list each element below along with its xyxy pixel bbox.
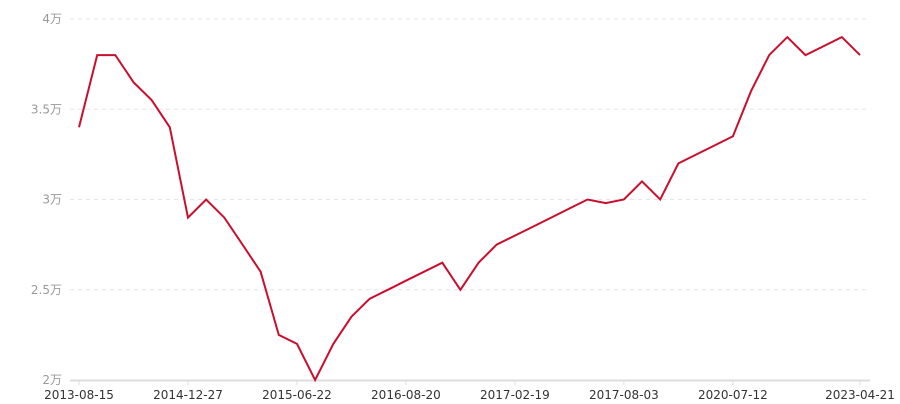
- y-axis: 4万 3.5万 3万 2.5万 2万: [31, 12, 62, 387]
- x-tick-label: 2017-08-03: [589, 388, 659, 400]
- x-tick-label: 2016-08-20: [371, 388, 441, 400]
- y-tick-label: 2万: [42, 373, 62, 387]
- y-tick-label: 3万: [42, 193, 62, 207]
- y-tick-label: 3.5万: [31, 102, 62, 116]
- y-tick-label: 2.5万: [31, 283, 62, 297]
- grid-lines: [70, 18, 870, 291]
- x-tick-label: 2020-07-12: [698, 388, 768, 400]
- y-tick-label: 4万: [42, 12, 62, 26]
- x-tick-label: 2014-12-27: [153, 388, 223, 400]
- x-tick-label: 2015-06-22: [262, 388, 332, 400]
- x-tick-label: 2017-02-19: [480, 388, 550, 400]
- x-axis: 2013-08-15 2014-12-27 2015-06-22 2016-08-20…: [44, 379, 895, 402]
- series-line: [78, 35, 861, 383]
- x-tick-label: 2023-04-21: [825, 388, 895, 400]
- x-tick-label: 2013-08-15: [44, 388, 114, 400]
- series-layer: [78, 35, 861, 383]
